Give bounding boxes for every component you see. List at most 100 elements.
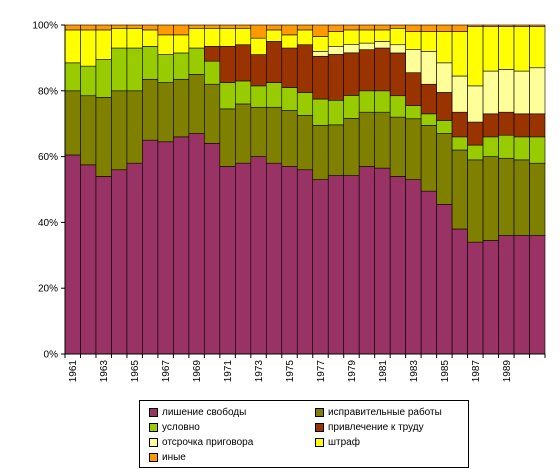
bar-segment-1978-series-5	[327, 31, 345, 47]
bar-segment-1968-series-0	[173, 136, 190, 355]
y-tick-label: 80%	[38, 86, 58, 97]
legend-label: отсрочка приговора	[162, 436, 254, 448]
bar-segment-1987-series-2	[467, 144, 484, 161]
bar-segment-1987-series-6	[467, 24, 484, 27]
bar-segment-1964-series-2	[111, 47, 128, 92]
bar-segment-1961-series-5	[64, 29, 81, 64]
legend-label: привлечение к труду	[328, 421, 424, 433]
legend-swatch	[149, 422, 158, 432]
bar-segment-1979-series-5	[343, 29, 360, 45]
bar-segment-1979-series-4	[343, 44, 360, 54]
bar-segment-1976-series-5	[296, 29, 314, 46]
x-tick-label: 1967	[161, 360, 172, 383]
bar-segment-1991-series-1	[529, 162, 546, 236]
bar-segment-1962-series-6	[80, 24, 97, 31]
bar-segment-1975-series-2	[281, 87, 298, 111]
bar-segment-1978-series-4	[327, 45, 345, 55]
bar-segment-1965-series-6	[126, 24, 143, 29]
bar-segment-1986-series-4	[451, 75, 468, 113]
legend-swatch	[315, 437, 324, 447]
bar-segment-1977-series-4	[312, 51, 329, 57]
bar-segment-1981-series-2	[374, 90, 391, 113]
y-tick-label: 60%	[38, 152, 58, 163]
x-tick-label: 1985	[440, 360, 451, 383]
bar-segment-1990-series-5	[513, 26, 530, 72]
bar-segment-1973-series-2	[250, 85, 267, 108]
legend-label: исправительные работы	[328, 406, 442, 418]
bar-segment-1967-series-5	[157, 34, 174, 55]
bar-segment-1987-series-1	[467, 159, 484, 243]
bar-segment-1975-series-6	[281, 24, 298, 36]
legend-item-conditional: условно	[149, 420, 200, 434]
legend-swatch	[149, 437, 158, 447]
bar-segment-1985-series-3	[436, 92, 453, 121]
bar-segment-1974-series-2	[265, 82, 283, 108]
legend-label: лишение свободы	[162, 406, 247, 418]
bar-segment-1973-series-3	[250, 54, 267, 87]
bar-segment-1980-series-3	[358, 49, 375, 92]
bar-segment-1973-series-6	[250, 24, 267, 39]
bar-segment-1978-series-3	[327, 54, 345, 101]
bar-segment-1970-series-6	[204, 24, 221, 29]
bar-segment-1974-series-1	[265, 106, 283, 164]
bar-segment-1983-series-0	[405, 179, 422, 355]
bar-segment-1968-series-2	[173, 52, 190, 80]
bar-segment-1984-series-5	[420, 31, 437, 52]
bar-segment-1964-series-1	[111, 90, 128, 171]
bar-segment-1970-series-3	[204, 46, 221, 62]
bar-segment-1975-series-1	[281, 110, 298, 167]
bar-segment-1961-series-2	[64, 62, 81, 92]
bar-segment-1982-series-2	[389, 95, 406, 118]
bar-segment-1991-series-0	[529, 235, 546, 355]
legend-swatch	[149, 407, 158, 417]
bar-segment-1988-series-5	[482, 26, 499, 72]
bar-segment-1986-series-5	[451, 31, 468, 77]
bar-segment-1978-series-2	[327, 99, 345, 126]
bar-segment-1979-series-2	[343, 95, 360, 119]
bar-segment-1974-series-0	[265, 162, 283, 355]
bar-segment-1972-series-0	[235, 162, 252, 355]
bar-segment-1969-series-5	[188, 27, 205, 49]
bar-segment-1971-series-1	[219, 108, 236, 167]
bar-segment-1981-series-1	[374, 111, 391, 169]
bar-segment-1986-series-0	[451, 228, 468, 355]
y-tick-label: 100%	[32, 21, 58, 32]
bar-segment-1983-series-6	[405, 24, 422, 32]
bar-segment-1980-series-4	[358, 42, 375, 50]
bar-segment-1984-series-6	[420, 24, 437, 32]
bar-segment-1980-series-1	[358, 111, 375, 167]
bar-segment-1989-series-1	[498, 157, 515, 236]
bar-segment-1984-series-3	[420, 83, 437, 115]
bar-segment-1977-series-6	[312, 24, 329, 37]
bar-segment-1982-series-5	[389, 27, 406, 46]
bar-segment-1969-series-0	[188, 133, 205, 355]
bar-segment-1963-series-2	[95, 59, 112, 98]
bar-segment-1977-series-5	[312, 36, 329, 52]
bar-segment-1968-series-1	[173, 78, 190, 138]
bar-segment-1991-series-4	[529, 67, 546, 115]
bar-segment-1964-series-5	[111, 27, 128, 49]
bar-segment-1976-series-2	[296, 92, 314, 116]
bar-segment-1978-series-0	[327, 175, 345, 355]
bar-segment-1990-series-2	[513, 136, 530, 161]
bar-segment-1988-series-1	[482, 156, 499, 241]
bar-segment-1961-series-1	[64, 90, 81, 156]
bar-segment-1981-series-3	[374, 47, 391, 92]
bar-segment-1977-series-0	[312, 179, 329, 355]
bar-segment-1985-series-0	[436, 204, 453, 355]
bar-segment-1990-series-6	[513, 24, 530, 27]
bar-segment-1988-series-0	[482, 240, 499, 355]
bar-segment-1968-series-5	[173, 34, 190, 54]
bar-segment-1975-series-0	[281, 166, 298, 355]
bar-segment-1963-series-0	[95, 176, 112, 355]
bar-segment-1979-series-3	[343, 52, 360, 96]
bar-segment-1987-series-3	[467, 121, 484, 146]
bar-segment-1985-series-2	[436, 120, 453, 134]
bar-segment-1977-series-2	[312, 98, 329, 126]
bar-segment-1963-series-6	[95, 24, 112, 31]
bar-segment-1989-series-3	[498, 111, 515, 136]
bars-group	[64, 24, 546, 355]
bar-segment-1966-series-6	[142, 24, 159, 31]
bar-segment-1968-series-6	[173, 24, 190, 36]
legend-item-other: иные	[149, 450, 186, 464]
